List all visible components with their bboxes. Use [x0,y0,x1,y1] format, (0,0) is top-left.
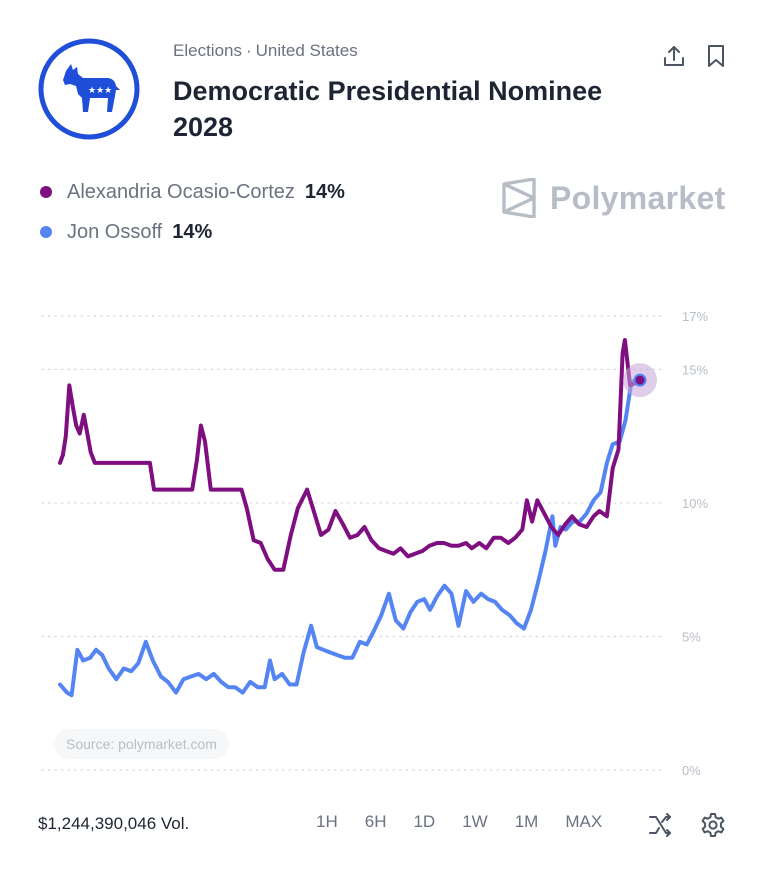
legend-value: 14% [172,220,213,243]
shuffle-button[interactable] [647,812,673,838]
legend-label: Jon Ossoff [67,220,163,243]
share-button[interactable] [660,42,688,70]
legend-value: 14% [304,180,345,203]
y-tick-label: 0% [682,763,701,778]
breadcrumb: Elections · United States [173,41,358,61]
polymarket-logo-icon [502,178,536,218]
chart-grid [41,315,665,771]
end-marker-ocasio-cortez [635,375,645,385]
legend-dot-ossoff [40,226,52,238]
page-title: Democratic Presidential Nominee 2028 [173,76,603,142]
polymarket-brand: Polymarket [500,178,726,218]
chart-end-markers [623,363,657,398]
legend-item-aoc: Alexandria Ocasio-Cortez 14% [38,178,345,206]
price-chart[interactable]: 0% 5% 10% 15% 17% [0,290,768,800]
y-tick-label: 5% [682,629,701,644]
settings-icon [701,813,725,837]
range-1m[interactable]: 1M [514,812,539,831]
breadcrumb-item-united-states[interactable]: United States [255,41,358,60]
legend-dot-aoc [40,186,52,198]
share-icon [664,46,684,66]
range-1w[interactable]: 1W [462,812,488,831]
range-1h[interactable]: 1H [316,812,338,831]
shuffle-icon [649,813,671,837]
breadcrumb-item-elections[interactable]: Elections [173,41,242,60]
volume-label: $1,244,390,046 Vol. [38,814,190,833]
series-line-ocasio-cortez[interactable] [58,338,642,572]
series-line-ossoff[interactable] [58,378,642,698]
bookmark-icon [708,45,724,67]
y-tick-label: 10% [682,496,708,511]
breadcrumb-separator: · [245,41,252,60]
y-tick-label: 15% [682,362,708,377]
democratic-donkey-icon: ★★★ [38,38,140,140]
svg-text:★★★: ★★★ [88,86,112,96]
range-1d[interactable]: 1D [413,812,436,831]
range-6h[interactable]: 6H [364,812,387,831]
y-axis-tick-labels: 0% 5% 10% 15% 17% [682,309,708,778]
chart-series [58,338,642,698]
chart-legend: Alexandria Ocasio-Cortez 14% Jon Ossoff … [38,178,345,258]
source-label: Source: polymarket.com [54,729,229,759]
bookmark-button[interactable] [702,42,730,70]
legend-label: Alexandria Ocasio-Cortez [67,180,295,203]
time-range-selector: 1H 6H 1D 1W 1M MAX [316,812,629,832]
range-max[interactable]: MAX [565,812,603,831]
y-tick-label: 17% [682,309,708,324]
legend-item-ossoff: Jon Ossoff 14% [38,218,345,246]
brand-name: Polymarket [550,179,726,216]
settings-button[interactable] [700,812,726,838]
